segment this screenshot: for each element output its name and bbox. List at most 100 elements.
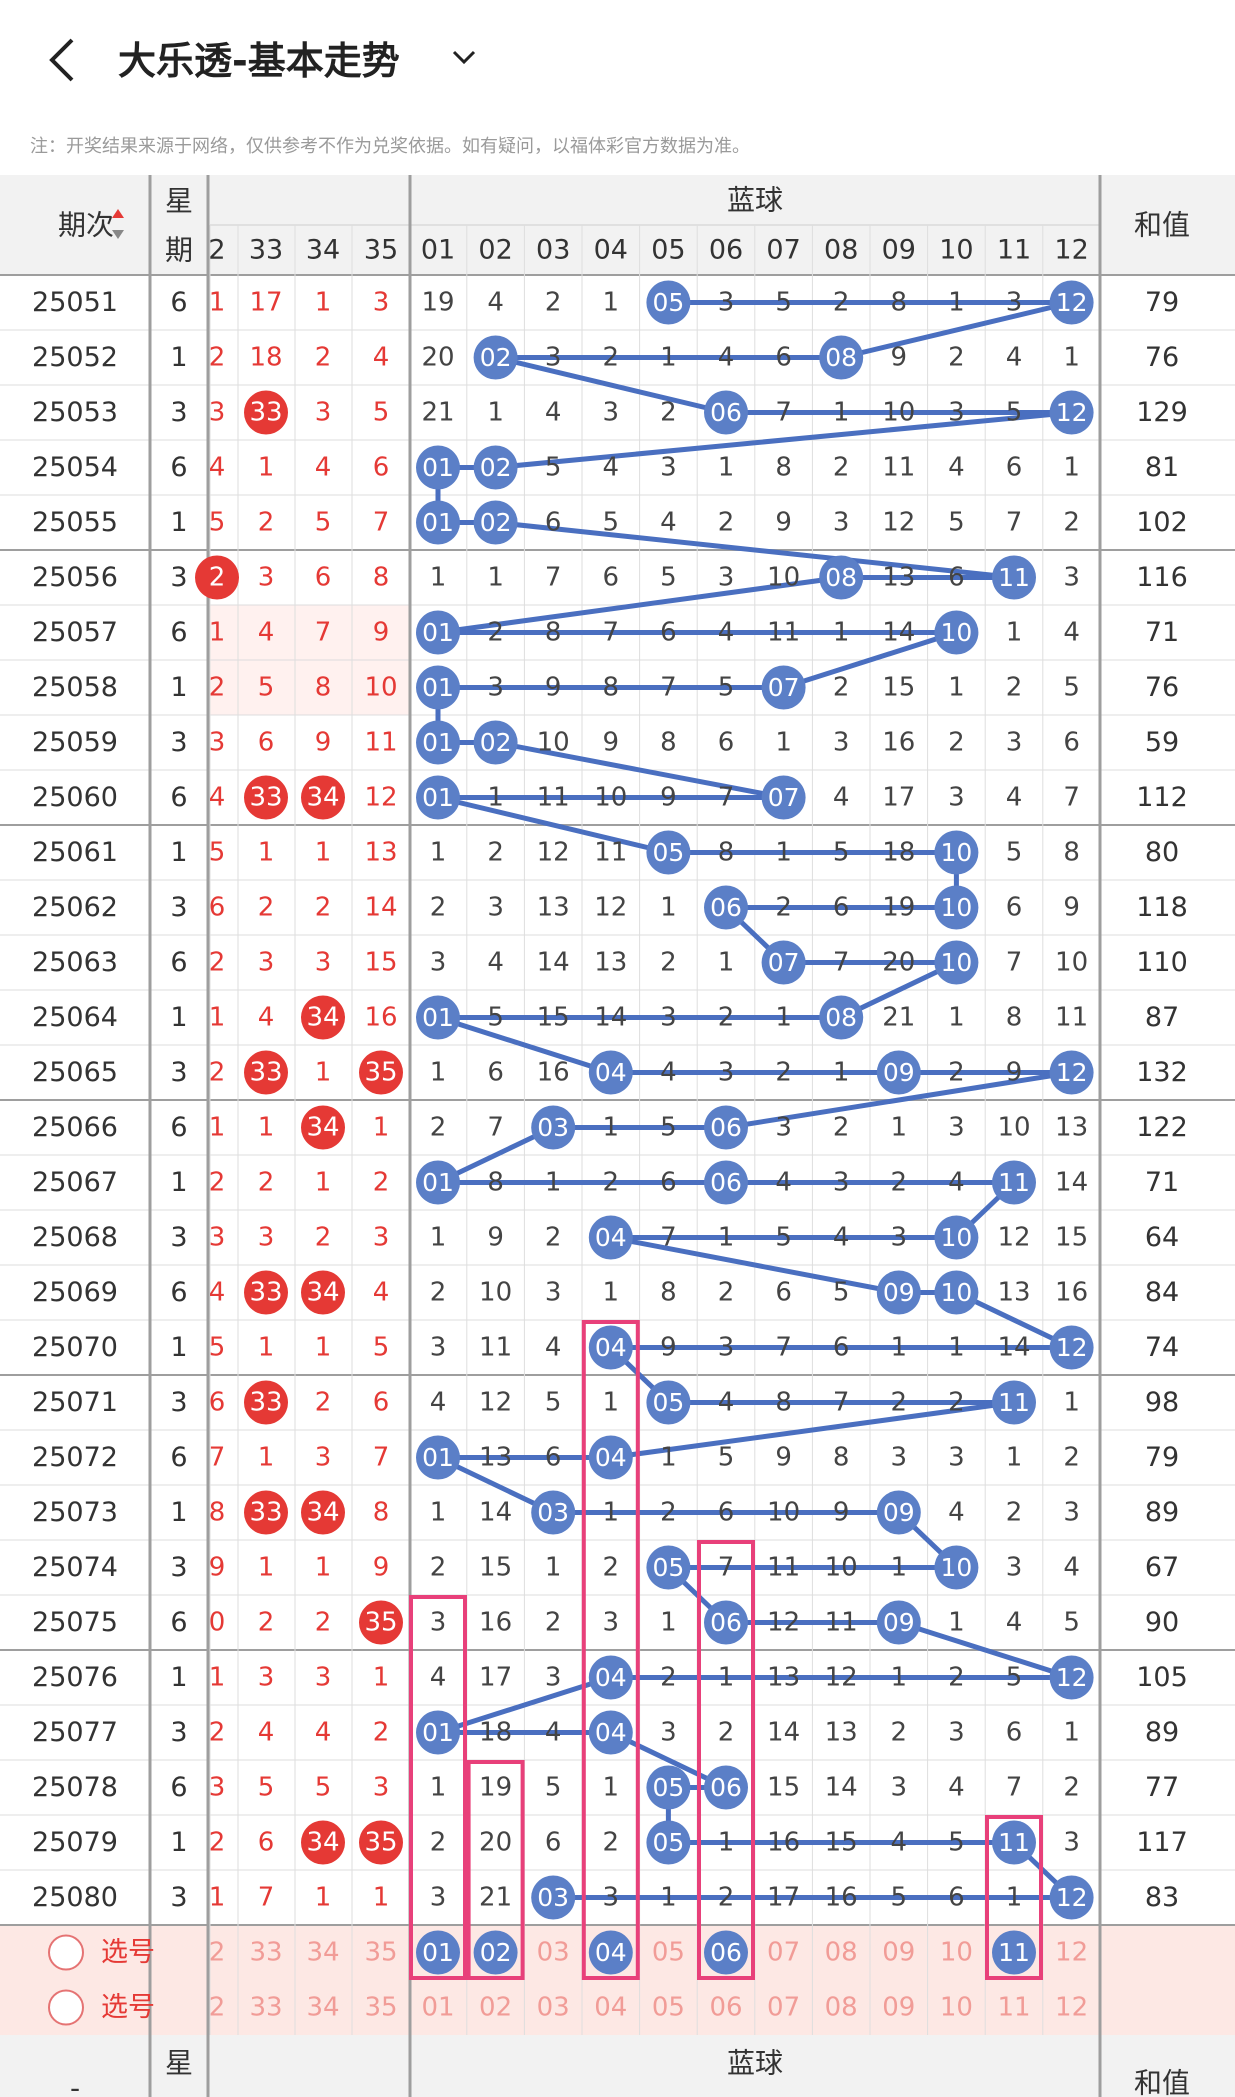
blue-miss-cell: 7	[603, 618, 620, 648]
select-blue-number: 11	[997, 1993, 1030, 2023]
chevron-down-icon[interactable]	[450, 46, 478, 70]
front-miss-cell: 2	[209, 948, 226, 978]
front-ball-hit	[301, 1105, 345, 1150]
blue-miss-cell: 13	[1055, 1113, 1088, 1143]
blue-miss-cell: 5	[948, 1828, 965, 1858]
blue-miss-cell: 4	[660, 1058, 677, 1088]
blue-ball-hit	[416, 665, 460, 710]
blue-miss-cell: 8	[487, 1168, 504, 1198]
blue-ball-number: 04	[595, 1663, 627, 1692]
front-miss-cell: 12	[364, 783, 397, 813]
front-miss-cell: 2	[258, 893, 275, 923]
page-title[interactable]: 大乐透-基本走势	[118, 39, 400, 83]
blue-miss-cell: 2	[833, 1113, 850, 1143]
blue-miss-cell: 10	[479, 1278, 512, 1308]
blue-ball-hit	[473, 445, 518, 490]
front-miss-cell: 7	[373, 508, 390, 538]
front-ball-number: 33	[249, 1278, 282, 1308]
blue-miss-cell: 3	[660, 1718, 677, 1748]
blue-miss-cell: 1	[660, 893, 677, 923]
blue-ball-hit	[531, 1875, 576, 1920]
blue-miss-cell: 15	[882, 673, 915, 703]
front-miss-cell: 4	[209, 1278, 226, 1308]
blue-ball-number: 09	[883, 1498, 915, 1527]
blue-miss-cell: 3	[430, 1883, 447, 1913]
blue-miss-cell: 5	[660, 563, 677, 593]
blue-miss-cell: 4	[775, 1168, 792, 1198]
period-cell: 25057	[32, 617, 118, 648]
blue-ball-number: 10	[940, 838, 972, 867]
weekday-cell: 3	[170, 397, 187, 428]
front-miss-cell: 14	[364, 893, 397, 923]
selected-blue-number: 06	[710, 1938, 742, 1967]
front-ball-number: 35	[364, 1058, 397, 1088]
front-miss-cell: 6	[373, 1388, 390, 1418]
blue-miss-cell: 16	[767, 1828, 800, 1858]
chevron-left-icon[interactable]	[44, 36, 84, 84]
blue-miss-cell: 2	[660, 1498, 677, 1528]
front-miss-cell: 3	[258, 1663, 275, 1693]
sum-cell: 110	[1136, 947, 1188, 978]
blue-miss-cell: 3	[545, 1278, 562, 1308]
weekday-cell: 3	[170, 1222, 187, 1253]
period-cell: 25077	[32, 1717, 118, 1748]
blue-miss-cell: 6	[545, 508, 562, 538]
weekday-cell: 3	[170, 1387, 187, 1418]
select-front-number: 35	[364, 1938, 397, 1968]
blue-miss-cell: 2	[775, 893, 792, 923]
front-miss-cell: 6	[373, 453, 390, 483]
column-header-blue: 07	[766, 235, 800, 266]
blue-ball-number: 11	[998, 1388, 1030, 1417]
blue-ball-number: 12	[1056, 1058, 1088, 1087]
blue-miss-cell: 2	[430, 1278, 447, 1308]
weekday-cell: 1	[170, 1497, 187, 1528]
front-ball-number: 33	[249, 1388, 282, 1418]
front-miss-cell: 3	[373, 1223, 390, 1253]
blue-ball-hit	[416, 445, 460, 490]
select-radio	[48, 1989, 84, 2026]
blue-miss-cell: 13	[537, 893, 570, 923]
weekday-cell: 1	[170, 507, 187, 538]
blue-miss-cell: 3	[833, 728, 850, 758]
front-miss-cell: 15	[364, 948, 397, 978]
front-miss-cell: 1	[209, 1663, 226, 1693]
blue-ball-number: 05	[652, 1388, 684, 1417]
blue-miss-cell: 8	[775, 453, 792, 483]
sum-cell: 129	[1136, 397, 1188, 428]
blue-miss-cell: 13	[594, 948, 627, 978]
blue-miss-cell: 9	[487, 1223, 504, 1253]
blue-miss-cell: 7	[1006, 508, 1023, 538]
sum-cell: 67	[1145, 1552, 1179, 1583]
weekday-cell: 1	[170, 1662, 187, 1693]
front-miss-cell: 3	[373, 288, 390, 318]
front-ball-number: 35	[364, 1608, 397, 1638]
blue-miss-cell: 7	[545, 563, 562, 593]
blue-ball-number: 08	[825, 1003, 857, 1032]
blue-ball-number: 04	[595, 1223, 627, 1252]
blue-miss-cell: 6	[1006, 453, 1023, 483]
blue-miss-cell: 6	[833, 893, 850, 923]
select-front-number: 33	[249, 1938, 282, 1968]
select-blue-number: 04	[594, 1993, 627, 2023]
blue-miss-cell: 6	[833, 1333, 850, 1363]
front-miss-cell: 2	[209, 673, 226, 703]
blue-miss-cell: 3	[833, 1168, 850, 1198]
weekday-cell: 6	[170, 617, 187, 648]
blue-ball-hit	[416, 1435, 460, 1480]
front-ball-hit	[359, 1050, 403, 1095]
blue-miss-cell: 7	[718, 783, 735, 813]
select-blue-number: 02	[479, 1993, 512, 2023]
blue-miss-cell: 5	[1006, 1663, 1023, 1693]
blue-miss-cell: 4	[948, 1773, 965, 1803]
blue-miss-cell: 16	[825, 1883, 858, 1913]
blue-ball-hit	[761, 775, 806, 820]
blue-miss-cell: 10	[537, 728, 570, 758]
select-blue-number: 07	[767, 1993, 800, 2023]
blue-miss-cell: 1	[487, 783, 504, 813]
weekday-cell: 3	[170, 1552, 187, 1583]
blue-miss-cell: 14	[882, 618, 915, 648]
front-miss-cell: 6	[258, 1828, 275, 1858]
blue-miss-cell: 3	[718, 288, 735, 318]
front-miss-cell: 3	[258, 563, 275, 593]
blue-ball-number: 02	[480, 343, 512, 372]
